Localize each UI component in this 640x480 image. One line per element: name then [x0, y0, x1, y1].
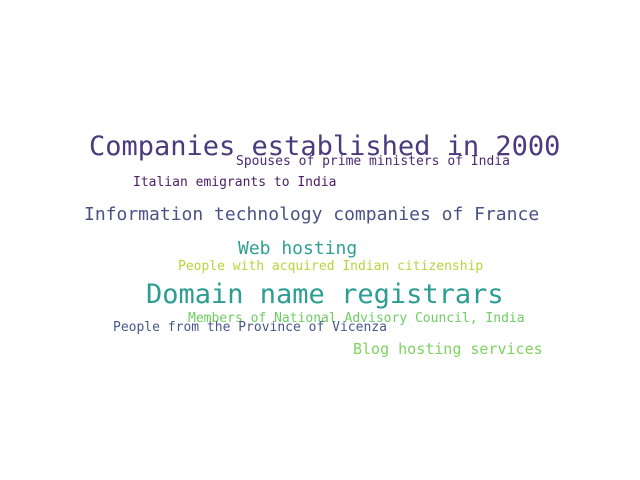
word-italian-emigrants: Italian emigrants to India — [133, 175, 337, 190]
word-domain-name-registrars: Domain name registrars — [146, 279, 504, 310]
word-blog-hosting-services: Blog hosting services — [353, 340, 543, 358]
word-it-companies-france: Information technology companies of Fran… — [84, 204, 540, 225]
word-spouses-prime-ministers: Spouses of prime ministers of India — [236, 154, 510, 169]
word-web-hosting: Web hosting — [238, 238, 358, 259]
word-province-of-vicenza: People from the Province of Vicenza — [113, 320, 387, 335]
word-companies-established-2000: Companies established in 2000 — [89, 131, 561, 162]
word-acquired-indian-citizenship: People with acquired Indian citizenship — [178, 259, 484, 274]
word-national-advisory-council: Members of National Advisory Council, In… — [188, 311, 525, 326]
